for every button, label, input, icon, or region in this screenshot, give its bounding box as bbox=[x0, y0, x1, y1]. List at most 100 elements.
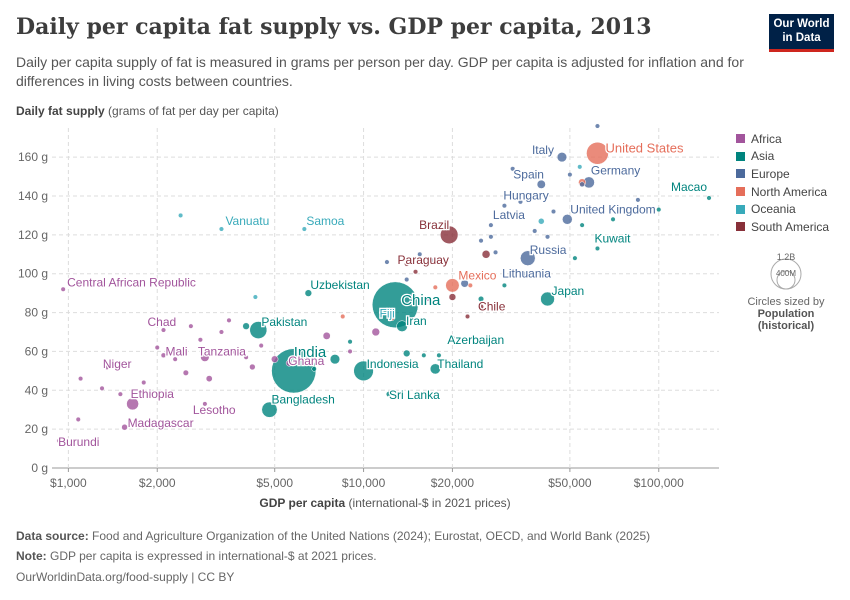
legend-item-africa[interactable]: Africa bbox=[736, 130, 829, 148]
data-point[interactable] bbox=[488, 234, 494, 240]
data-point[interactable] bbox=[448, 293, 457, 301]
data-point[interactable] bbox=[56, 438, 62, 444]
data-point[interactable] bbox=[371, 327, 380, 337]
data-point[interactable] bbox=[478, 295, 485, 302]
data-point[interactable] bbox=[197, 337, 203, 343]
data-point[interactable] bbox=[347, 339, 353, 345]
legend-item-oceania[interactable]: Oceania bbox=[736, 200, 829, 218]
data-point[interactable] bbox=[205, 375, 213, 382]
data-point[interactable] bbox=[594, 123, 601, 129]
data-point[interactable] bbox=[421, 352, 427, 358]
data-point[interactable] bbox=[75, 416, 81, 422]
data-point[interactable] bbox=[60, 286, 66, 292]
data-point[interactable] bbox=[226, 317, 232, 323]
data-point[interactable] bbox=[340, 313, 346, 320]
data-point[interactable] bbox=[304, 289, 312, 297]
data-point[interactable] bbox=[567, 172, 573, 178]
footer-url[interactable]: OurWorldinData.org/food-supply | CC BY bbox=[16, 570, 235, 584]
data-point[interactable] bbox=[706, 195, 712, 201]
data-point[interactable] bbox=[429, 257, 435, 263]
data-point[interactable] bbox=[249, 321, 268, 339]
data-point[interactable] bbox=[385, 391, 393, 398]
data-point[interactable] bbox=[261, 401, 278, 418]
owid-logo[interactable]: Our World in Data bbox=[769, 14, 834, 52]
data-point[interactable] bbox=[572, 255, 578, 261]
data-point[interactable] bbox=[562, 214, 573, 225]
legend-item-north-america[interactable]: North America bbox=[736, 183, 829, 201]
data-point[interactable] bbox=[117, 391, 123, 397]
data-point[interactable] bbox=[594, 245, 601, 252]
data-point[interactable] bbox=[577, 164, 583, 170]
data-point[interactable] bbox=[249, 363, 256, 371]
data-point[interactable] bbox=[311, 366, 317, 372]
data-point[interactable] bbox=[396, 320, 408, 332]
data-point[interactable] bbox=[271, 355, 279, 363]
data-point[interactable] bbox=[408, 294, 414, 300]
data-point[interactable] bbox=[493, 249, 499, 255]
data-point[interactable] bbox=[610, 216, 616, 222]
data-point[interactable] bbox=[520, 250, 536, 266]
data-point[interactable] bbox=[586, 141, 609, 165]
data-point[interactable] bbox=[178, 212, 184, 218]
data-point[interactable] bbox=[436, 352, 442, 358]
data-point[interactable] bbox=[103, 364, 110, 370]
data-point[interactable] bbox=[99, 385, 105, 391]
data-point[interactable] bbox=[579, 181, 585, 188]
data-point[interactable] bbox=[230, 348, 236, 354]
data-point[interactable] bbox=[460, 279, 469, 288]
data-point[interactable] bbox=[301, 226, 307, 232]
data-point[interactable] bbox=[417, 251, 423, 257]
data-point[interactable] bbox=[200, 352, 210, 362]
data-point[interactable] bbox=[501, 203, 507, 209]
data-point[interactable] bbox=[154, 344, 160, 351]
data-point[interactable] bbox=[579, 222, 585, 228]
data-point[interactable] bbox=[425, 296, 431, 302]
data-point[interactable] bbox=[188, 323, 194, 329]
data-point[interactable] bbox=[540, 291, 555, 307]
data-point[interactable] bbox=[329, 354, 341, 365]
data-point[interactable] bbox=[322, 331, 331, 340]
data-point[interactable] bbox=[538, 218, 545, 225]
data-point[interactable] bbox=[202, 401, 208, 407]
data-point[interactable] bbox=[440, 225, 459, 244]
data-point[interactable] bbox=[536, 179, 546, 189]
data-point[interactable] bbox=[172, 356, 178, 362]
data-point[interactable] bbox=[464, 313, 471, 320]
data-point[interactable] bbox=[182, 369, 189, 376]
data-point[interactable] bbox=[501, 282, 507, 288]
data-point[interactable] bbox=[78, 376, 84, 382]
data-point[interactable] bbox=[378, 310, 385, 316]
data-point[interactable] bbox=[258, 343, 264, 349]
data-point[interactable] bbox=[218, 226, 224, 232]
data-point[interactable] bbox=[392, 360, 402, 370]
data-point[interactable] bbox=[521, 271, 527, 277]
data-point[interactable] bbox=[449, 335, 455, 341]
data-point[interactable] bbox=[384, 259, 390, 265]
data-point[interactable] bbox=[121, 423, 128, 431]
data-point[interactable] bbox=[389, 315, 395, 321]
data-point[interactable] bbox=[242, 322, 250, 330]
data-point[interactable] bbox=[544, 234, 551, 240]
data-point[interactable] bbox=[347, 348, 353, 354]
data-point[interactable] bbox=[517, 199, 523, 205]
data-point[interactable] bbox=[353, 360, 374, 381]
data-point[interactable] bbox=[635, 197, 641, 203]
data-point[interactable] bbox=[160, 327, 167, 333]
data-point[interactable] bbox=[372, 281, 419, 328]
data-point[interactable] bbox=[478, 238, 484, 244]
data-point[interactable] bbox=[510, 166, 516, 172]
data-point[interactable] bbox=[141, 379, 147, 386]
data-point[interactable] bbox=[243, 354, 249, 360]
data-point[interactable] bbox=[218, 329, 224, 335]
data-point[interactable] bbox=[160, 352, 167, 359]
data-point[interactable] bbox=[445, 278, 460, 293]
data-point[interactable] bbox=[285, 359, 293, 367]
data-point[interactable] bbox=[126, 397, 139, 411]
data-point[interactable] bbox=[509, 270, 517, 278]
data-point[interactable] bbox=[412, 269, 419, 275]
data-point[interactable] bbox=[481, 250, 491, 259]
data-point[interactable] bbox=[656, 207, 662, 213]
data-point[interactable] bbox=[404, 276, 410, 283]
legend-item-asia[interactable]: Asia bbox=[736, 148, 829, 166]
